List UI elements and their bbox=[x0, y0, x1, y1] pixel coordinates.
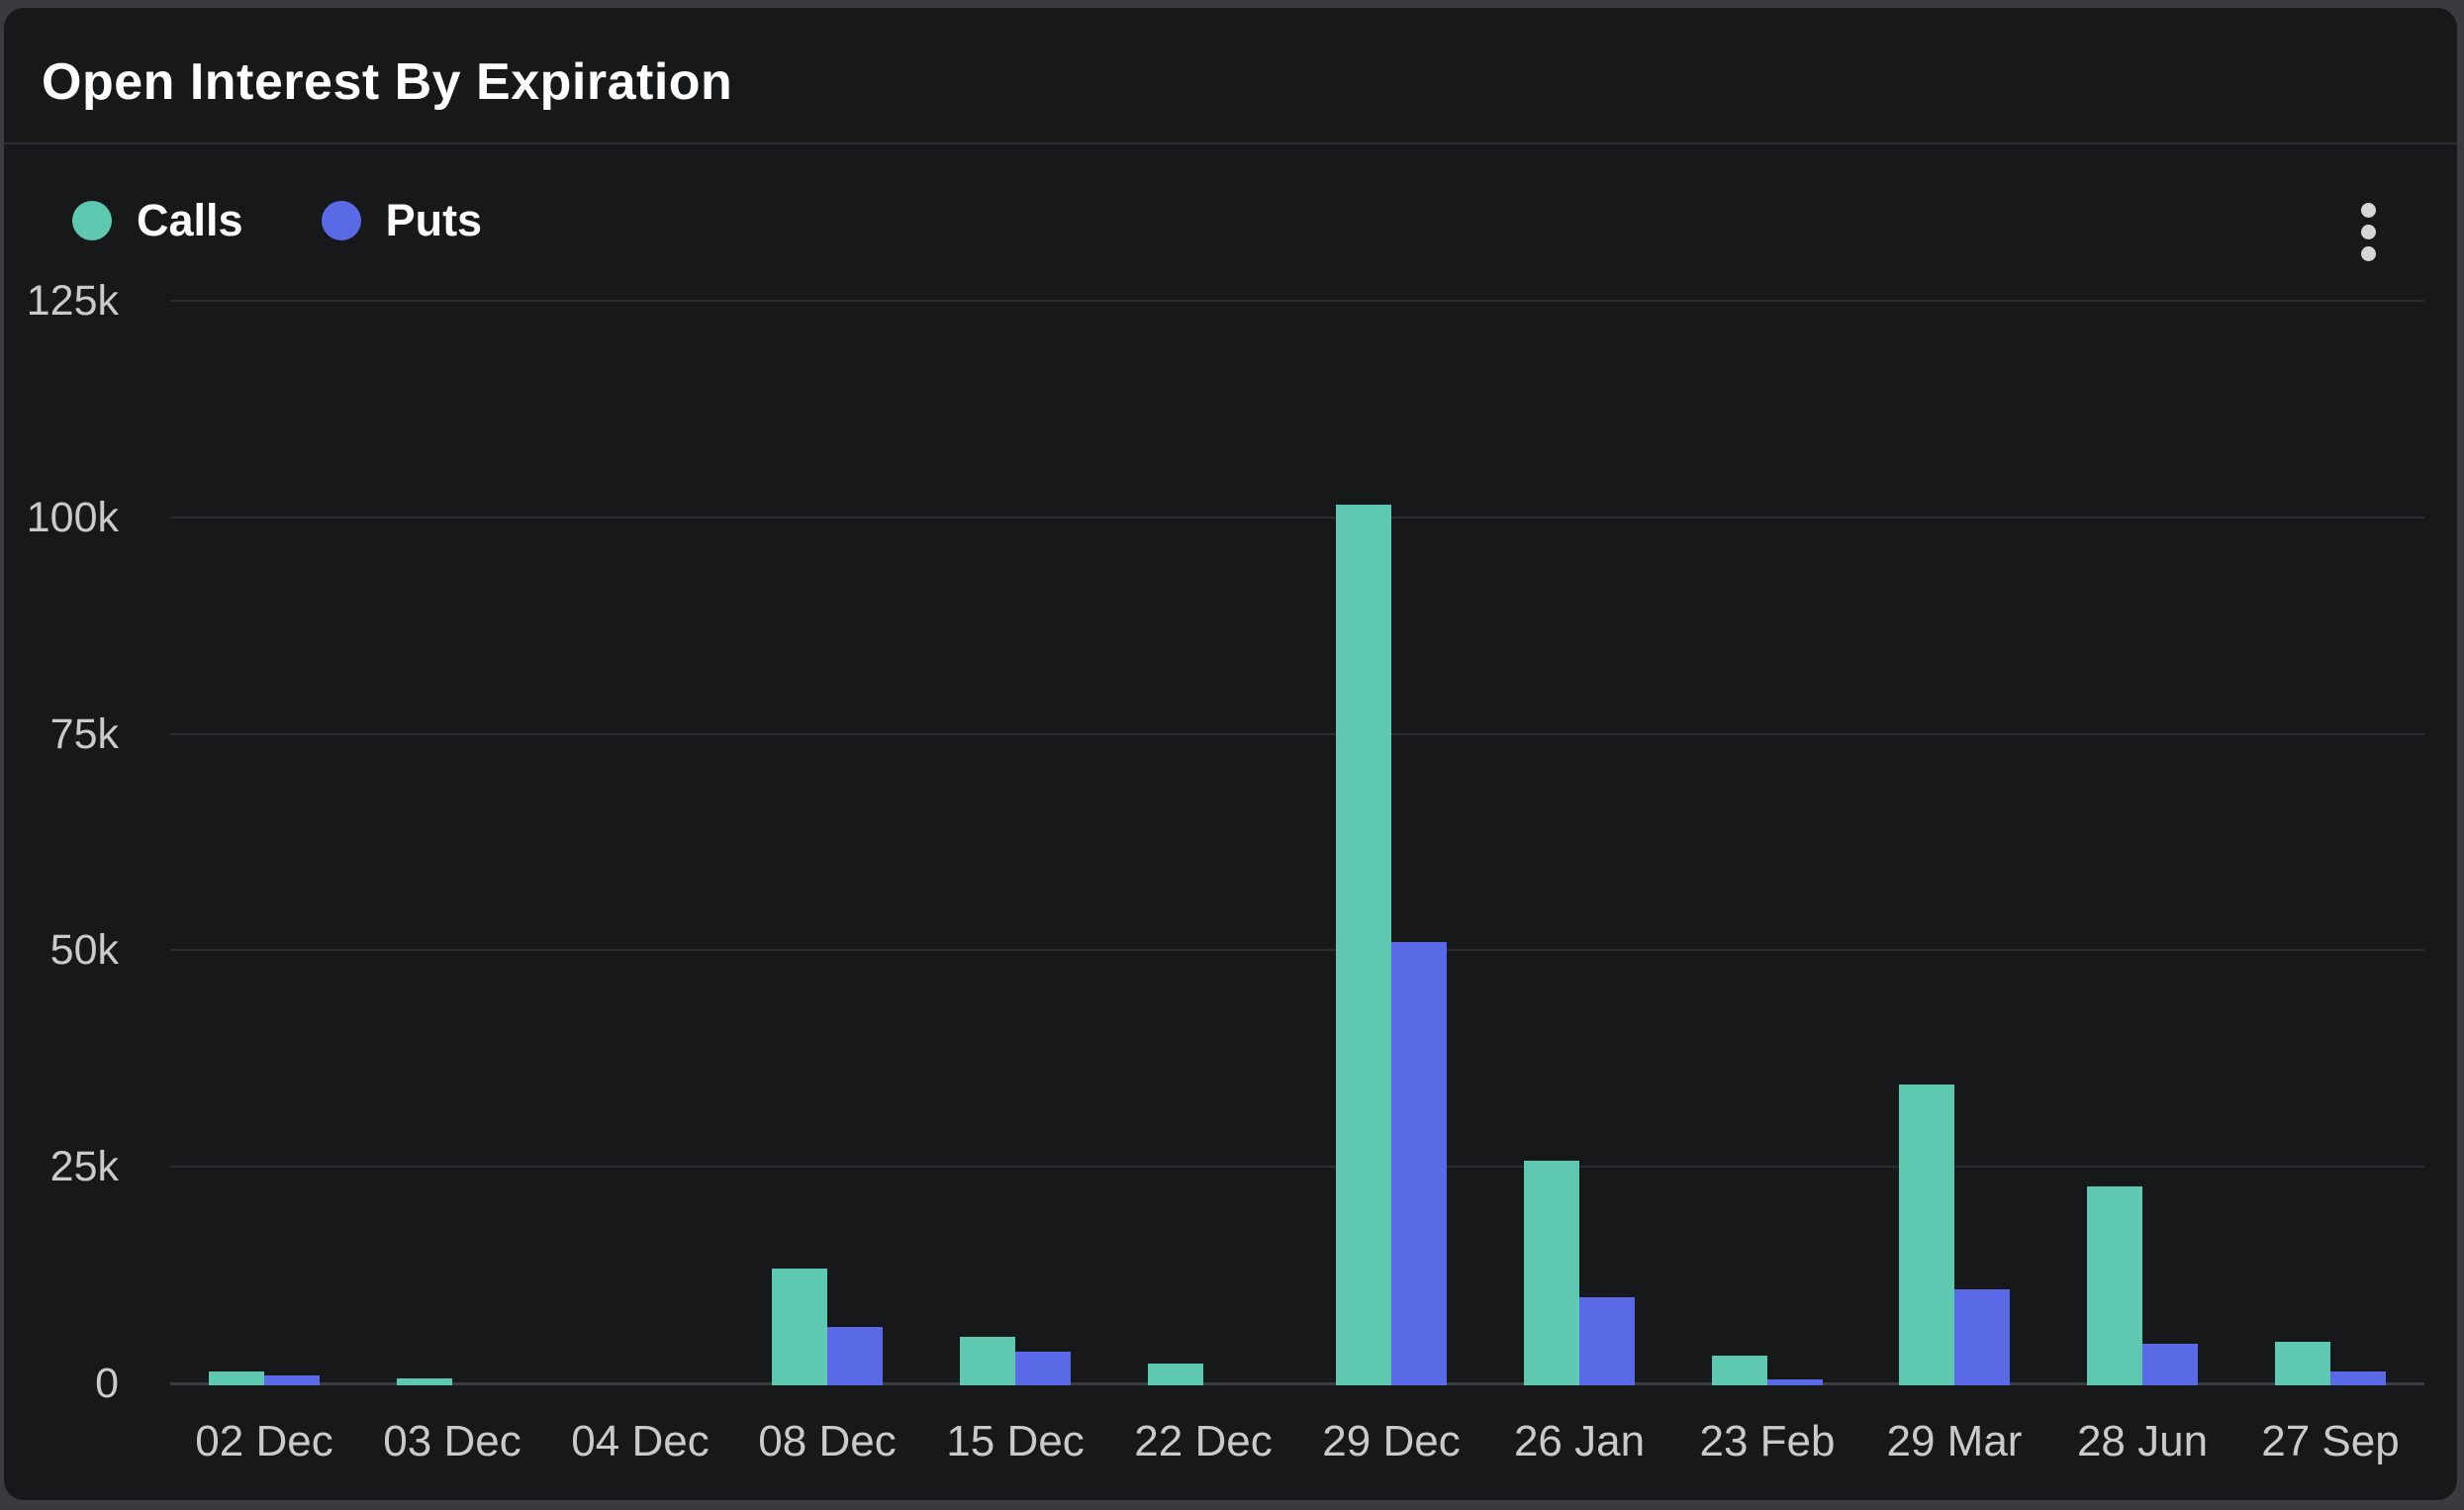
legend-label-calls: Calls bbox=[137, 195, 243, 245]
x-axis-label: 23 Feb bbox=[1699, 1417, 1836, 1465]
gridline bbox=[170, 949, 2424, 951]
puts-bar-23-feb bbox=[1767, 1379, 1823, 1385]
y-tick-label: 50k bbox=[49, 926, 119, 974]
card-header: Open Interest By Expiration bbox=[4, 8, 2457, 142]
x-axis-label: 03 Dec bbox=[383, 1417, 521, 1465]
y-tick-label: 125k bbox=[26, 277, 119, 325]
calls-bar-08-dec bbox=[772, 1269, 827, 1385]
x-axis-label: 27 Sep bbox=[2261, 1417, 2400, 1465]
x-axis-label: 29 Dec bbox=[1322, 1417, 1461, 1465]
puts-bar-08-dec bbox=[827, 1327, 883, 1385]
x-axis-label: 28 Jun bbox=[2076, 1417, 2209, 1465]
puts-bar-27-sep bbox=[2330, 1371, 2386, 1385]
calls-bar-22-dec bbox=[1148, 1364, 1203, 1385]
x-axis-label: 26 Jan bbox=[1513, 1417, 1646, 1465]
puts-bar-02-dec bbox=[264, 1375, 320, 1385]
puts-bar-26-jan bbox=[1579, 1297, 1635, 1385]
calls-bar-28-jun bbox=[2087, 1186, 2142, 1385]
legend-label-puts: Puts bbox=[385, 195, 483, 245]
y-tick-label: 100k bbox=[26, 494, 119, 541]
x-axis-label: 08 Dec bbox=[758, 1417, 897, 1465]
x-axis-label: 15 Dec bbox=[946, 1417, 1085, 1465]
x-axis-label: 02 Dec bbox=[195, 1417, 333, 1465]
calls-bar-23-feb bbox=[1712, 1356, 1767, 1385]
puts-bar-15-dec bbox=[1015, 1352, 1071, 1385]
more-options-button[interactable] bbox=[2340, 194, 2396, 269]
open-interest-card: Open Interest By Expiration Calls Puts 1… bbox=[4, 8, 2457, 1500]
gridline bbox=[170, 733, 2424, 735]
kebab-menu-icon bbox=[2360, 202, 2376, 218]
puts-bar-28-jun bbox=[2142, 1344, 2198, 1385]
y-tick-label: 25k bbox=[49, 1143, 119, 1190]
calls-bar-27-sep bbox=[2275, 1342, 2330, 1385]
y-tick-label: 75k bbox=[49, 710, 119, 758]
puts-bar-29-dec bbox=[1391, 942, 1447, 1385]
gridline bbox=[170, 1166, 2424, 1168]
x-axis-label: 22 Dec bbox=[1134, 1417, 1273, 1465]
calls-bar-29-mar bbox=[1899, 1085, 1954, 1385]
kebab-menu-icon bbox=[2360, 245, 2376, 261]
x-axis-label: 04 Dec bbox=[571, 1417, 710, 1465]
bar-chart: 125k 100k 75k 50k 25k 0 02 Dec 03 Dec 04 Dec 08 D… bbox=[4, 8, 2457, 1500]
card-title: Open Interest By Expiration bbox=[42, 53, 733, 111]
y-tick-label: 0 bbox=[95, 1360, 119, 1407]
calls-bar-15-dec bbox=[960, 1337, 1015, 1385]
kebab-menu-icon bbox=[2360, 224, 2376, 239]
calls-bar-26-jan bbox=[1524, 1161, 1579, 1385]
calls-bar-29-dec bbox=[1336, 505, 1391, 1385]
calls-bar-03-dec bbox=[397, 1378, 452, 1385]
x-axis-baseline bbox=[170, 1382, 2424, 1385]
calls-legend-dot-icon bbox=[72, 201, 112, 240]
puts-bar-29-mar bbox=[1954, 1289, 2010, 1385]
gridline bbox=[170, 300, 2424, 302]
calls-bar-02-dec bbox=[209, 1371, 264, 1385]
header-divider bbox=[4, 142, 2457, 144]
legend-item-calls[interactable]: Calls bbox=[72, 195, 243, 246]
x-axis-label: 29 Mar bbox=[1886, 1417, 2023, 1465]
gridline bbox=[170, 517, 2424, 519]
chart-legend: Calls Puts bbox=[72, 195, 482, 245]
puts-legend-dot-icon bbox=[321, 201, 361, 240]
legend-item-puts[interactable]: Puts bbox=[321, 195, 483, 246]
